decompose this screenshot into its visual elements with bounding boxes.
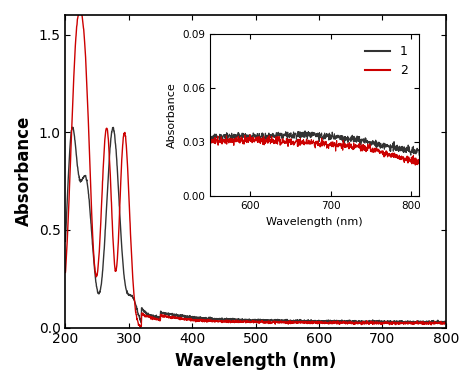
- X-axis label: Wavelength (nm): Wavelength (nm): [175, 352, 336, 370]
- Y-axis label: Absorbance: Absorbance: [15, 116, 33, 226]
